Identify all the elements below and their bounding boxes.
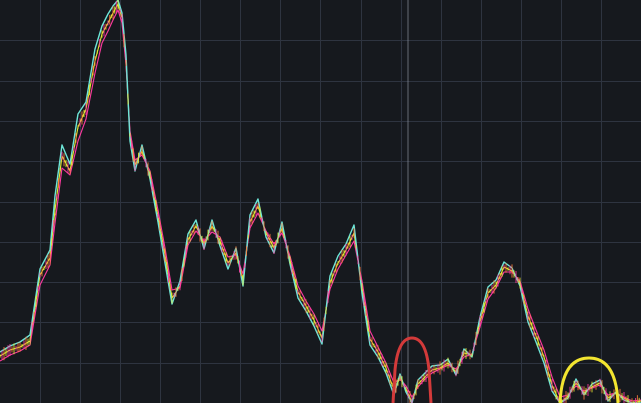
series-line-2 (0, 9, 641, 402)
highlight-arc-yellow (558, 356, 620, 403)
highlight-layer (391, 336, 620, 403)
highlight-arc-red (391, 336, 433, 403)
